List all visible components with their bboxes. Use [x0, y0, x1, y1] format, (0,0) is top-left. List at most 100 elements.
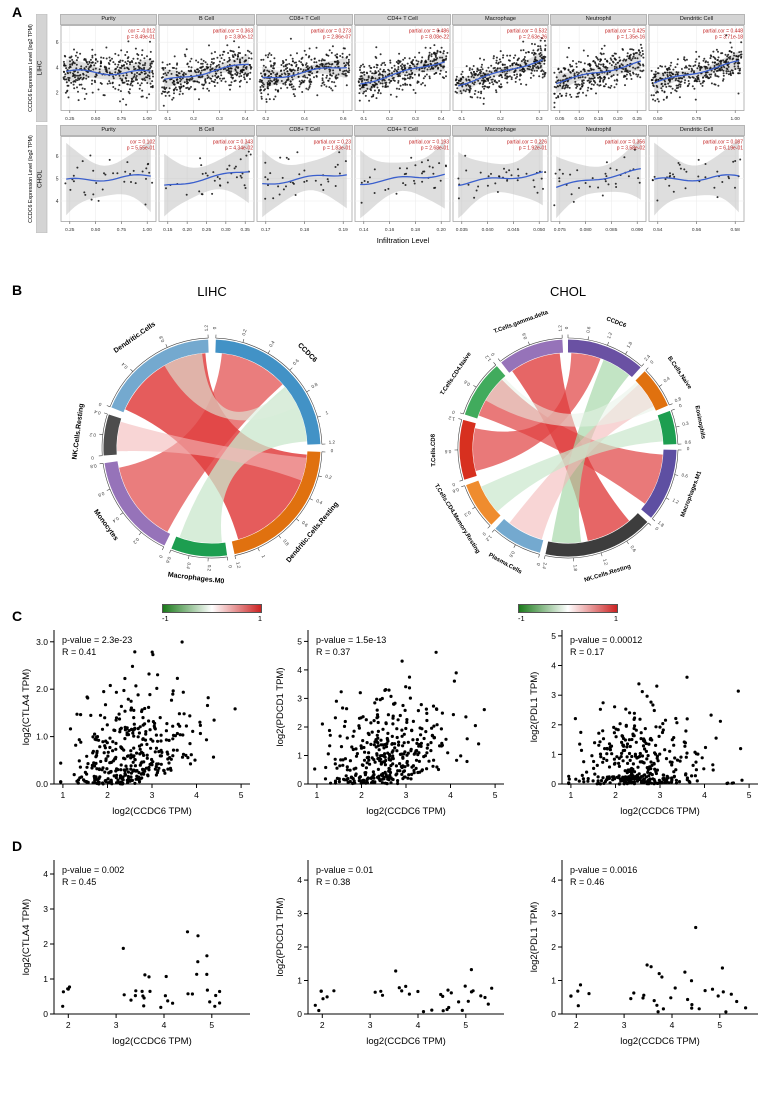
x-axis-label: Infiltration Level	[376, 236, 430, 245]
row-strip-CHOL: CHOL	[36, 125, 48, 233]
svg-text:R = 0.41: R = 0.41	[62, 647, 96, 657]
facet-LIHC-Purity: Purity cor = -0.012 p = 8.49e-01 0.25 0.50 0.…	[60, 14, 157, 122]
svg-text:0.25: 0.25	[65, 227, 75, 233]
svg-text:partial.cor = 0.343: partial.cor = 0.343	[213, 140, 253, 146]
svg-text:0.090: 0.090	[631, 227, 643, 233]
y-axis-label: CCDC6 Expression Level (log2 TPM)	[28, 24, 34, 112]
chord-title-chol: CHOL	[549, 284, 587, 299]
svg-text:0: 0	[451, 482, 455, 488]
svg-text:1: 1	[297, 976, 302, 986]
svg-text:0.3: 0.3	[536, 116, 543, 122]
svg-text:0.0: 0.0	[36, 779, 48, 789]
scatter-svg: 2 3 4 5 0 1 2 3 4 p-value = 0.01 R = 0.38 log2(CCDC…	[275, 860, 504, 1047]
svg-text:2: 2	[297, 722, 302, 732]
svg-text:Eosinophils: Eosinophils	[693, 405, 706, 440]
svg-text:p = 1.92e-01: p = 1.92e-01	[519, 146, 547, 152]
legend-scale: -1 1	[162, 614, 262, 623]
svg-text:1: 1	[569, 790, 574, 800]
svg-text:p = 3.58e-02: p = 3.58e-02	[617, 146, 645, 152]
chord-svg: 0 0.61.21.82.4CCDC600.40.8B.Cells.Naive00…	[431, 310, 706, 584]
svg-text:0.085: 0.085	[605, 227, 617, 233]
facet-title: B Cell	[158, 14, 255, 25]
svg-text:cor = -0.012: cor = -0.012	[128, 29, 155, 35]
svg-text:1.00: 1.00	[143, 116, 153, 122]
facet-LIHC-B-Cell: B Cell partial.cor = 0.363 p = 3.80e-12 0.1…	[158, 14, 255, 122]
svg-text:0.2: 0.2	[325, 474, 333, 481]
svg-text:0.3: 0.3	[412, 116, 419, 122]
svg-text:4: 4	[416, 1020, 421, 1030]
svg-text:4: 4	[194, 790, 199, 800]
svg-text:0.8: 0.8	[158, 335, 165, 343]
svg-text:1: 1	[261, 554, 267, 559]
svg-text:6: 6	[56, 154, 59, 160]
svg-text:CHOL: CHOL	[37, 170, 44, 188]
svg-text:2: 2	[574, 1020, 579, 1030]
svg-text:0.75: 0.75	[117, 227, 127, 233]
svg-text:0: 0	[551, 779, 556, 789]
svg-text:LIHC: LIHC	[37, 60, 44, 75]
svg-text:0.10: 0.10	[574, 116, 584, 122]
svg-text:2.0: 2.0	[36, 684, 48, 694]
facet-LIHC-Macrophage: Macrophage partial.cor = 0.532 p = 2.63e-2…	[452, 14, 549, 122]
panel-c-scatter-row: 1 2 3 4 5 0.0 1.0 2.0 3.0 p-value = 2.3e-23 R = 0.…	[18, 622, 766, 820]
svg-text:1: 1	[43, 974, 48, 984]
svg-text:0.2: 0.2	[262, 116, 269, 122]
facet-title: Macrophage	[452, 14, 549, 25]
svg-text:0: 0	[212, 326, 217, 329]
panel-a-infiltration-grid: CCDC6 Expression Level (log2 TPM) LIHC 2 4 6…	[24, 14, 746, 245]
svg-text:4: 4	[162, 1020, 167, 1030]
svg-text:0.30: 0.30	[221, 227, 231, 233]
svg-text:0.6: 0.6	[301, 520, 309, 528]
legend-min-label: -1	[162, 614, 169, 623]
svg-text:0.4: 0.4	[663, 376, 671, 384]
svg-text:0: 0	[158, 554, 164, 559]
svg-text:0.25: 0.25	[202, 227, 212, 233]
svg-text:0: 0	[564, 326, 569, 329]
svg-text:0.3: 0.3	[463, 510, 471, 518]
svg-text:0.4: 0.4	[93, 409, 101, 416]
svg-text:0.56: 0.56	[692, 227, 702, 233]
svg-text:partial.cor = 0.425: partial.cor = 0.425	[605, 29, 645, 35]
svg-text:0.040: 0.040	[482, 227, 494, 233]
svg-text:Macrophages.M0: Macrophages.M0	[167, 572, 224, 586]
svg-text:0.4: 0.4	[120, 361, 128, 369]
svg-text:1.8: 1.8	[657, 520, 665, 528]
svg-text:4: 4	[448, 790, 453, 800]
svg-text:log2(CTLA4 TPM): log2(CTLA4 TPM)	[21, 669, 32, 745]
svg-text:0.6: 0.6	[97, 491, 105, 498]
svg-text:p-value = 1.5e-13: p-value = 1.5e-13	[316, 635, 386, 645]
svg-text:1.2: 1.2	[204, 324, 209, 331]
svg-text:1.0: 1.0	[36, 732, 48, 742]
svg-text:log2(PDCD1 TPM): log2(PDCD1 TPM)	[275, 897, 286, 976]
svg-text:log2(CCDC6 TPM): log2(CCDC6 TPM)	[620, 806, 700, 817]
scatter-svg: 1 2 3 4 5 0 1 2 3 4 5 p-value = 0.00012 R = 0.17 log2…	[529, 630, 758, 817]
svg-text:T.Cells.CD4.Naive: T.Cells.CD4.Naive	[440, 351, 474, 397]
svg-text:partial.cor = 0.273: partial.cor = 0.273	[311, 29, 351, 35]
svg-text:0.8: 0.8	[89, 463, 96, 469]
svg-text:0: 0	[649, 359, 655, 365]
svg-text:3: 3	[297, 909, 302, 919]
svg-text:0.35: 0.35	[241, 227, 251, 233]
svg-text:R = 0.45: R = 0.45	[62, 877, 96, 887]
svg-text:p-value = 0.002: p-value = 0.002	[62, 865, 124, 875]
facet-title: CD8+ T Cell	[256, 125, 353, 136]
svg-text:5: 5	[239, 790, 244, 800]
svg-text:R = 0.37: R = 0.37	[316, 647, 350, 657]
svg-text:0.54: 0.54	[653, 227, 663, 233]
svg-text:0.4: 0.4	[301, 116, 308, 122]
svg-text:1.00: 1.00	[143, 227, 153, 233]
svg-text:0: 0	[98, 401, 103, 407]
svg-text:p = 3.80e-12: p = 3.80e-12	[225, 35, 253, 41]
svg-text:5: 5	[747, 790, 752, 800]
svg-text:3.0: 3.0	[36, 637, 48, 647]
legend-min-label: -1	[518, 614, 525, 623]
svg-text:0.1: 0.1	[360, 116, 367, 122]
svg-text:p = 2.68e-01: p = 2.68e-01	[421, 146, 449, 152]
svg-text:0.18: 0.18	[411, 227, 421, 233]
svg-text:3: 3	[297, 693, 302, 703]
svg-text:0: 0	[297, 779, 302, 789]
